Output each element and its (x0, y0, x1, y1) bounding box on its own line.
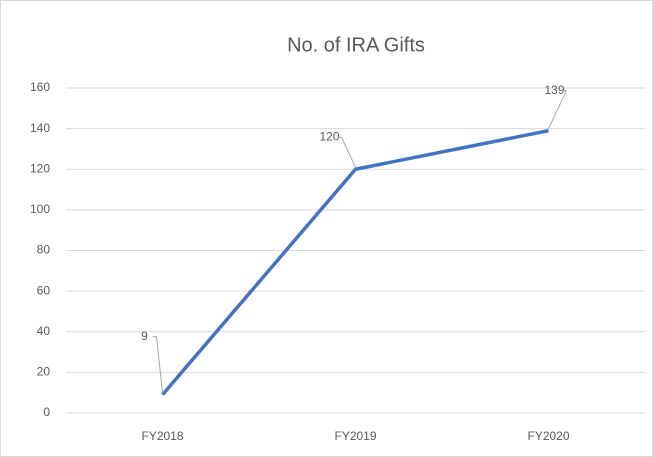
chart-title: No. of IRA Gifts (287, 34, 425, 56)
y-tick-label: 80 (37, 243, 51, 257)
y-tick-label: 160 (30, 80, 50, 94)
y-tick-label: 120 (30, 161, 50, 175)
leader-line (548, 90, 568, 129)
data-label: 9 (141, 329, 148, 343)
y-tick-label: 0 (43, 405, 50, 419)
y-tick-label: 20 (37, 365, 51, 379)
y-tick-label: 60 (37, 283, 51, 297)
x-tick-label: FY2018 (141, 429, 183, 443)
x-tick-label: FY2020 (527, 429, 569, 443)
y-tick-label: 100 (30, 202, 50, 216)
leader-line (152, 336, 163, 393)
line (161, 128, 549, 396)
x-tick-label: FY2019 (334, 429, 376, 443)
y-tick-label: 40 (37, 324, 51, 338)
leader-line (337, 136, 356, 168)
y-tick-label: 140 (30, 121, 50, 135)
data-label: 120 (319, 129, 339, 143)
data-label: 139 (544, 83, 564, 97)
